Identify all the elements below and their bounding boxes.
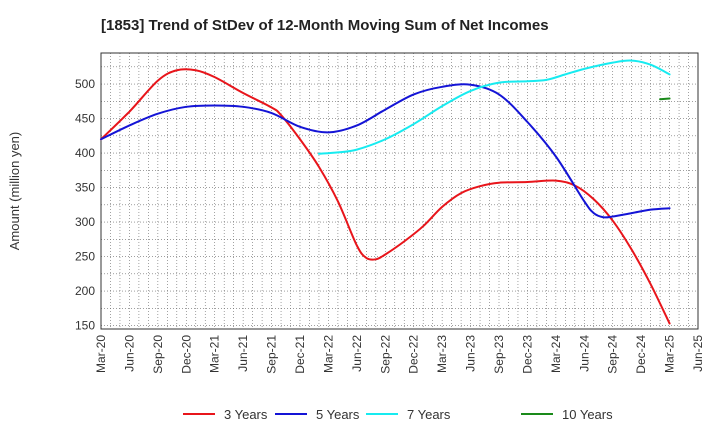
x-tick-label: Jun-22 [350,335,364,372]
grid [101,53,698,329]
x-tick-label: Jun-20 [122,335,136,372]
series-line-1 [100,68,671,325]
x-tick-label: Jun-24 [577,335,591,372]
y-tick-label: 200 [75,284,95,298]
x-tick-label: Dec-22 [407,335,421,374]
legend-label: 7 Years [407,407,451,422]
chart-title: [1853] Trend of StDev of 12-Month Moving… [101,17,549,34]
x-tick-label: Jun-21 [236,335,250,372]
x-tick-label: Sep-23 [492,335,506,374]
x-tick-label: Sep-24 [606,335,620,374]
x-tick-label: Sep-20 [151,335,165,374]
y-tick-label: 300 [75,215,95,229]
x-tick-label: Mar-21 [208,335,222,373]
x-tick-label: Dec-21 [293,335,307,374]
y-tick-label: 450 [75,112,95,126]
legend-label: 5 Years [316,407,360,422]
x-tick-label: Dec-20 [179,335,193,374]
series-line-3 [317,59,671,155]
x-tick-label: Dec-24 [634,335,648,374]
y-tick-label: 350 [75,181,95,195]
series-line-2 [100,83,671,219]
series-lines [100,59,671,325]
x-tick-label: Mar-22 [321,335,335,373]
x-tick-label: Jun-23 [464,335,478,372]
y-tick-label: 250 [75,250,95,264]
y-tick-label: 500 [75,77,95,91]
plot-area [100,52,699,330]
x-tick-label: Sep-21 [265,335,279,374]
x-tick-label: Sep-22 [378,335,392,374]
legend: 3 Years 5 Years 7 Years 10 Years [183,407,613,422]
x-axis: Mar-20 Jun-20 Sep-20 Dec-20 Mar-21 Jun-21 Sep-… [94,335,705,374]
x-tick-label: Mar-20 [94,335,108,373]
x-tick-label: Mar-23 [435,335,449,373]
y-tick-label: 150 [75,319,95,333]
y-axis: 150 200 250 300 350 400 450 500 [75,77,95,332]
x-tick-label: Mar-25 [663,335,677,373]
legend-label: 3 Years [224,407,268,422]
y-tick-label: 400 [75,146,95,160]
legend-label: 10 Years [562,407,613,422]
x-tick-label: Dec-23 [520,335,534,374]
x-tick-label: Mar-24 [549,335,563,373]
x-tick-label: Jun-25 [691,335,705,372]
y-axis-label: Amount (million yen) [7,132,22,251]
series-line-4 [659,97,671,101]
